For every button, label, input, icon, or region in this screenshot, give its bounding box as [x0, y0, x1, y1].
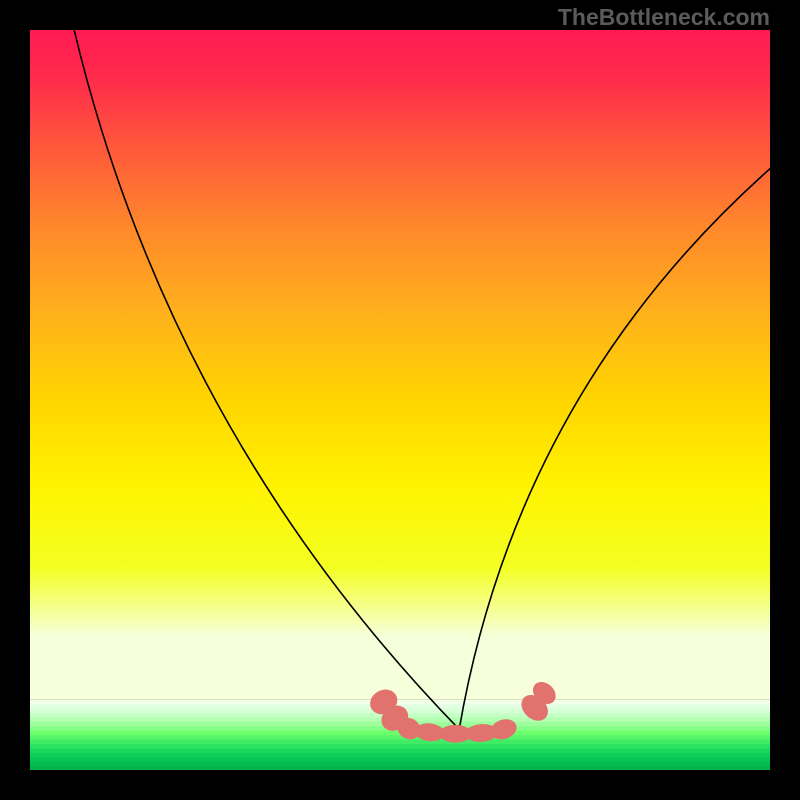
bottleneck-v-chart — [30, 30, 770, 770]
chart-root: { "canvas": { "width": 800, "height": 80… — [0, 0, 800, 800]
watermark-text: TheBottleneck.com — [558, 4, 770, 31]
